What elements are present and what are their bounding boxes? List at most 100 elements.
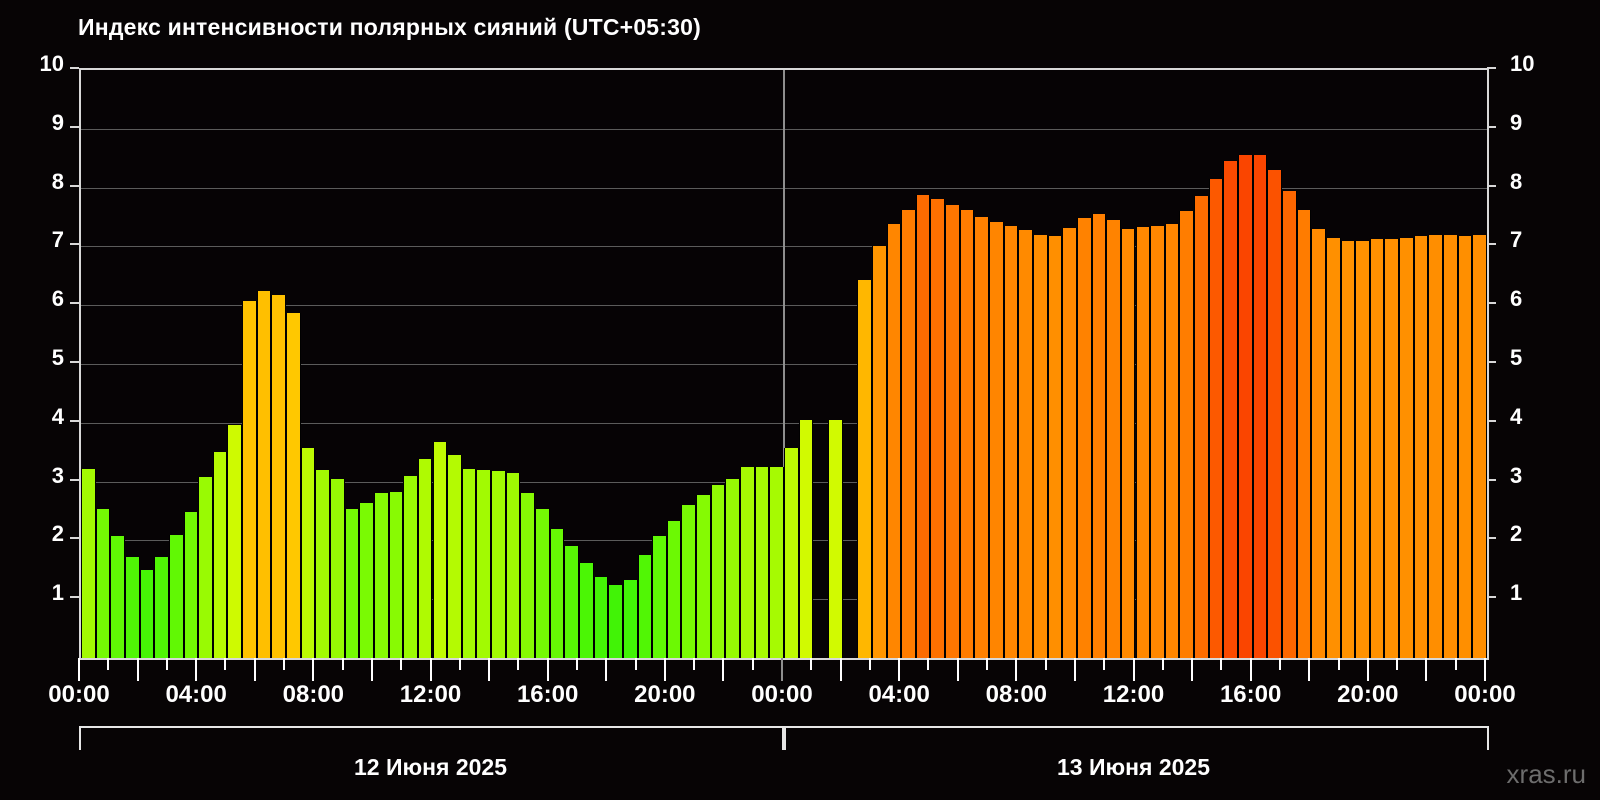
y-axis-tick-left-1 [70, 596, 79, 599]
bar [183, 512, 199, 658]
bar [139, 570, 155, 658]
bar [359, 503, 374, 658]
x-axis-tick [488, 658, 491, 681]
bar [1384, 239, 1400, 658]
x-axis-label: 04:00 [165, 681, 227, 708]
x-axis-tick [986, 658, 989, 670]
y-axis-tick-right-3 [1487, 478, 1496, 481]
bar [1003, 225, 1019, 658]
bar [403, 475, 418, 658]
bar [198, 477, 213, 658]
y-axis-label-right-9: 9 [1510, 109, 1523, 135]
bar [696, 494, 711, 658]
bar [1223, 161, 1239, 658]
x-axis-tick [956, 658, 959, 681]
x-axis-label: 12:00 [1102, 681, 1165, 708]
y-axis-label-right-2: 2 [1510, 521, 1523, 547]
y-axis-tick-right-8 [1487, 184, 1496, 187]
x-axis-tick [78, 658, 80, 681]
bar [769, 466, 784, 658]
y-axis-label-right-1: 1 [1510, 580, 1523, 606]
bar [286, 312, 301, 658]
bar [901, 209, 916, 658]
bar [710, 484, 726, 658]
x-axis-tick [693, 658, 696, 670]
day-bracket-2 [782, 726, 1489, 750]
bar [95, 509, 111, 658]
y-axis-label-left-7: 7 [51, 227, 64, 253]
bar [974, 217, 990, 658]
y-axis-tick-left-2 [70, 537, 79, 540]
x-axis-tick [517, 658, 520, 670]
bar [1428, 234, 1444, 658]
x-axis-tick [663, 658, 666, 681]
bar [945, 205, 960, 658]
x-axis-tick [1278, 658, 1281, 670]
bar [1091, 214, 1107, 658]
bar [1252, 155, 1268, 658]
bar [154, 556, 169, 658]
bar [549, 528, 565, 658]
x-axis-tick [898, 658, 901, 681]
x-axis-tick [370, 658, 373, 681]
x-axis-tick [1191, 658, 1194, 681]
y-axis-tick-right-4 [1487, 419, 1496, 422]
bar [1120, 228, 1136, 658]
y-axis-tick-right-6 [1487, 302, 1496, 305]
bar [256, 290, 272, 658]
x-axis-tick [1132, 658, 1135, 681]
bar [1399, 237, 1414, 658]
y-axis-tick-right-1 [1487, 596, 1496, 599]
bar [827, 419, 843, 658]
y-axis-label-left-2: 2 [51, 521, 64, 547]
x-axis-tick [107, 658, 110, 670]
day-label-1: 12 Июня 2025 [353, 754, 508, 780]
x-axis-tick [1484, 658, 1486, 681]
bar [637, 555, 653, 658]
y-axis-tick-right-5 [1487, 361, 1496, 363]
bar [212, 452, 228, 658]
bar [1457, 235, 1473, 658]
x-axis-tick [312, 658, 315, 681]
bar [754, 466, 770, 658]
bar [989, 221, 1004, 658]
x-axis-tick [1249, 658, 1252, 681]
bar [930, 199, 946, 658]
bar [886, 224, 902, 658]
y-axis-label-left-9: 9 [51, 109, 64, 135]
bar [81, 468, 96, 658]
y-axis-tick-right-7 [1487, 243, 1496, 246]
x-axis-tick [781, 658, 783, 681]
x-axis-tick [546, 658, 549, 681]
x-axis-tick [575, 658, 578, 670]
bar [1194, 196, 1209, 658]
bar [578, 562, 594, 658]
x-axis-tick [1454, 658, 1457, 670]
x-axis-tick [1161, 658, 1164, 670]
x-axis-tick [400, 658, 403, 670]
x-axis-tick [927, 658, 930, 670]
x-axis-tick [1425, 658, 1428, 681]
x-axis-label: 08:00 [282, 681, 345, 708]
x-axis-tick [458, 658, 461, 670]
bar [1413, 235, 1429, 658]
x-axis-tick [429, 658, 432, 681]
bar [1179, 211, 1195, 658]
y-axis-tick-left-9 [70, 125, 79, 128]
bar [388, 491, 404, 658]
bar [959, 209, 975, 658]
bar [535, 509, 550, 658]
bar [784, 447, 799, 658]
x-axis-tick [283, 658, 286, 670]
x-axis-tick [751, 658, 754, 670]
bar [373, 493, 389, 658]
watermark: xras.ru [1506, 759, 1586, 789]
x-axis-tick [722, 658, 725, 681]
bar [1355, 240, 1370, 658]
day-divider [783, 70, 785, 658]
bar [1032, 234, 1048, 658]
x-axis-tick [136, 658, 139, 681]
y-axis-label-left-5: 5 [51, 345, 64, 370]
bar [329, 478, 345, 658]
bar [344, 509, 360, 658]
